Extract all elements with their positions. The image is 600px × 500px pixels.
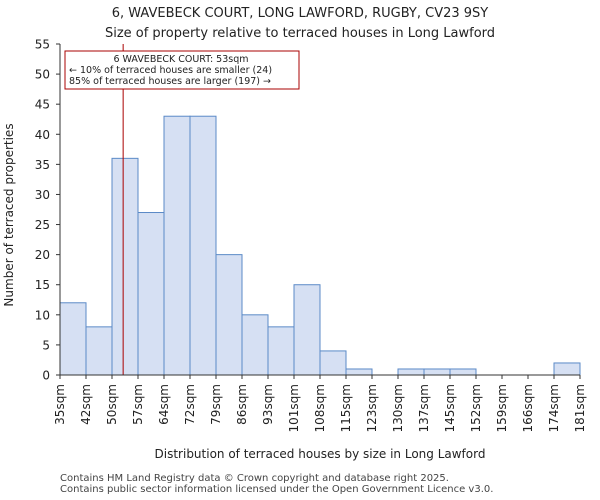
x-tick-label: 115sqm [339,384,353,432]
x-tick-label: 64sqm [157,384,171,425]
bar-108sqm [319,350,347,376]
y-tick-label: 20 [35,248,50,262]
x-axis-ticks: 35sqm 42sqm 50sqm 57sqm 64sqm 72sqm 79sqm 86sqm… [53,375,587,432]
y-tick-label: 50 [35,68,50,82]
annotation-line-1: 6 WAVEBECK COURT: 53sqm [113,54,248,65]
x-tick-label: 72sqm [183,384,197,425]
x-tick-label: 181sqm [573,384,587,432]
bar-79sqm [215,254,243,376]
y-tick-label: 10 [35,308,50,322]
x-tick-label: 174sqm [547,384,561,432]
x-tick-label: 79sqm [209,384,223,425]
bar-72sqm [189,115,217,376]
bar-174sqm [553,362,581,376]
x-tick-label: 42sqm [79,384,93,425]
y-tick-label: 15 [35,278,50,292]
y-tick-label: 35 [35,158,50,172]
x-tick-label: 50sqm [105,384,119,425]
x-tick-label: 35sqm [53,384,67,425]
chart-title: 6, WAVEBECK COURT, LONG LAWFORD, RUGBY, … [112,6,489,21]
y-tick-label: 45 [35,98,50,112]
x-tick-label: 57sqm [131,384,145,425]
x-tick-label: 101sqm [287,384,301,432]
bar-130sqm [397,368,425,376]
chart-subtitle: Size of property relative to terraced ho… [105,26,495,41]
bar-86sqm [241,314,269,376]
bar-57sqm [137,212,165,376]
y-tick-label: 55 [35,38,50,52]
bar-42sqm [85,326,113,376]
y-axis-ticks: 0 5 10 15 20 25 30 35 40 45 50 55 [35,38,60,383]
x-tick-label: 123sqm [365,384,379,432]
bar-64sqm [163,115,191,376]
annotation-line-3: 85% of terraced houses are larger (197) … [69,76,271,87]
bar-93sqm [267,326,295,376]
x-tick-label: 145sqm [443,384,457,432]
y-tick-label: 25 [35,218,50,232]
x-tick-label: 108sqm [313,384,327,432]
x-tick-label: 166sqm [521,384,535,432]
footer-licence: Contains public sector information licen… [60,484,494,495]
bar-35sqm [59,302,87,376]
y-axis-label: Number of terraced properties [2,123,16,306]
bar-101sqm [293,284,321,376]
x-tick-label: 137sqm [417,384,431,432]
bar-115sqm [345,368,373,376]
x-tick-label: 130sqm [391,384,405,432]
x-tick-label: 152sqm [469,384,483,432]
bar-50sqm [111,157,139,376]
x-axis-label: Distribution of terraced houses by size … [155,447,486,461]
x-tick-label: 93sqm [261,384,275,425]
annotation-box: 6 WAVEBECK COURT: 53sqm ← 10% of terrace… [64,50,300,90]
y-tick-label: 40 [35,128,50,142]
annotation-frame [64,50,300,90]
bars [59,115,581,376]
bar-145sqm [449,368,477,376]
y-tick-label: 0 [42,369,50,383]
bar-137sqm [423,368,451,376]
footer-copyright: Contains HM Land Registry data © Crown c… [60,473,449,484]
y-tick-label: 5 [42,338,50,352]
x-tick-label: 159sqm [495,384,509,432]
annotation-line-2: ← 10% of terraced houses are smaller (24… [69,65,272,76]
y-tick-label: 30 [35,188,50,202]
x-tick-label: 86sqm [235,384,249,425]
